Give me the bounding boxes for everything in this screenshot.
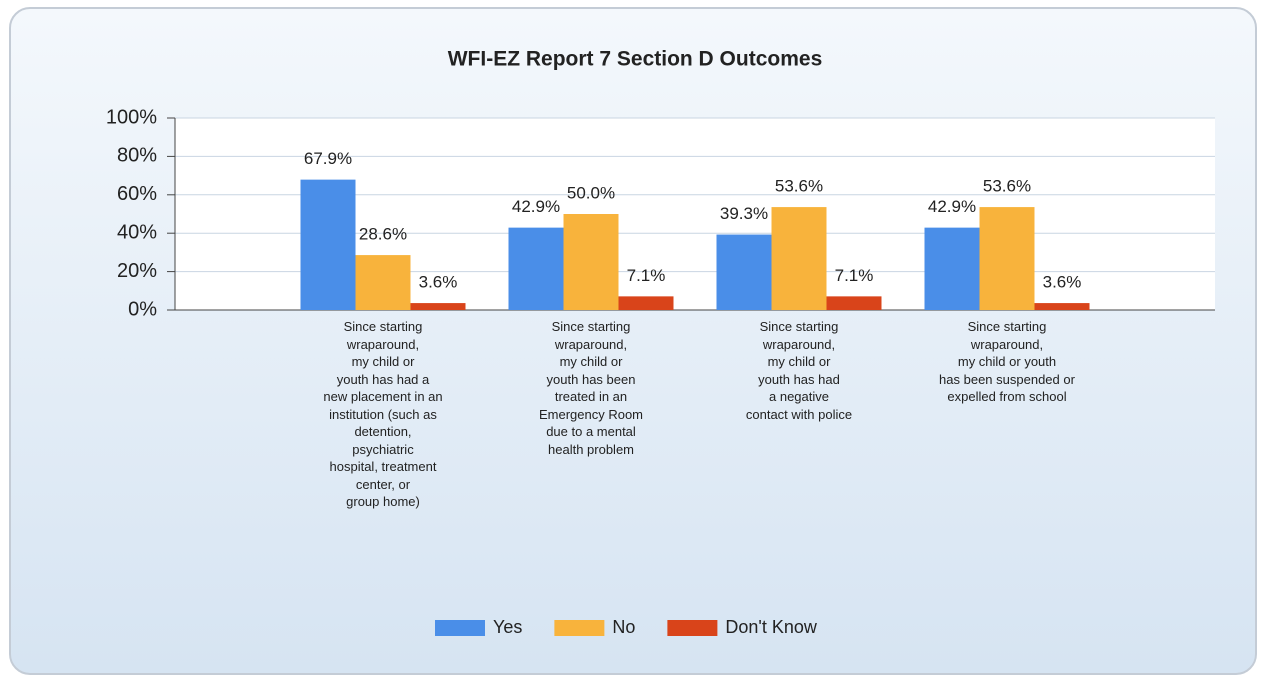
legend-label: Don't Know [725, 617, 817, 637]
y-tick-label: 80% [117, 145, 157, 167]
bar [300, 179, 356, 310]
bar [771, 207, 827, 310]
x-tick-label-box: Since starting wraparound, my child or y… [939, 319, 1075, 404]
bar [508, 227, 564, 310]
x-tick-label-box: Since starting wraparound, my child or y… [538, 319, 644, 457]
bar [826, 296, 882, 310]
data-label: 53.6% [775, 177, 823, 196]
data-label: 7.1% [627, 266, 666, 285]
y-tick-label: 60% [117, 183, 157, 205]
legend-label: Yes [493, 617, 522, 637]
bar [924, 227, 980, 310]
x-tick-label-box: Since starting wraparound, my child or y… [323, 319, 443, 509]
bar [1034, 303, 1090, 310]
y-tick-label: 100% [106, 106, 157, 128]
data-label: 3.6% [419, 273, 458, 292]
y-tick-label: 20% [117, 260, 157, 282]
legend-label: No [612, 617, 635, 637]
data-label: 3.6% [1043, 273, 1082, 292]
data-label: 42.9% [928, 197, 976, 216]
data-label: 7.1% [835, 266, 874, 285]
data-label: 42.9% [512, 197, 560, 216]
bar [979, 207, 1035, 310]
bar [410, 303, 466, 310]
bar [618, 296, 674, 310]
x-tick-label: Since starting wraparound, my child or y… [745, 319, 853, 422]
data-label: 28.6% [359, 225, 407, 244]
data-label: 39.3% [720, 204, 768, 223]
y-tick-label: 40% [117, 221, 157, 243]
bar [716, 234, 772, 310]
x-tick-label-box: Since starting wraparound, my child or y… [745, 319, 853, 422]
data-label: 67.9% [304, 149, 352, 168]
data-label: 53.6% [983, 177, 1031, 196]
legend-swatch [435, 620, 485, 636]
legend-swatch [554, 620, 605, 636]
bar [355, 255, 411, 310]
y-tick-label: 0% [128, 298, 157, 320]
bar [563, 214, 619, 310]
legend-swatch [667, 620, 718, 636]
x-tick-label: Since starting wraparound, my child or y… [323, 319, 443, 509]
chart-title: WFI-EZ Report 7 Section D Outcomes [448, 48, 823, 71]
x-tick-label: Since starting wraparound, my child or y… [939, 319, 1075, 404]
data-label: 50.0% [567, 183, 615, 202]
x-tick-label: Since starting wraparound, my child or y… [538, 319, 644, 457]
